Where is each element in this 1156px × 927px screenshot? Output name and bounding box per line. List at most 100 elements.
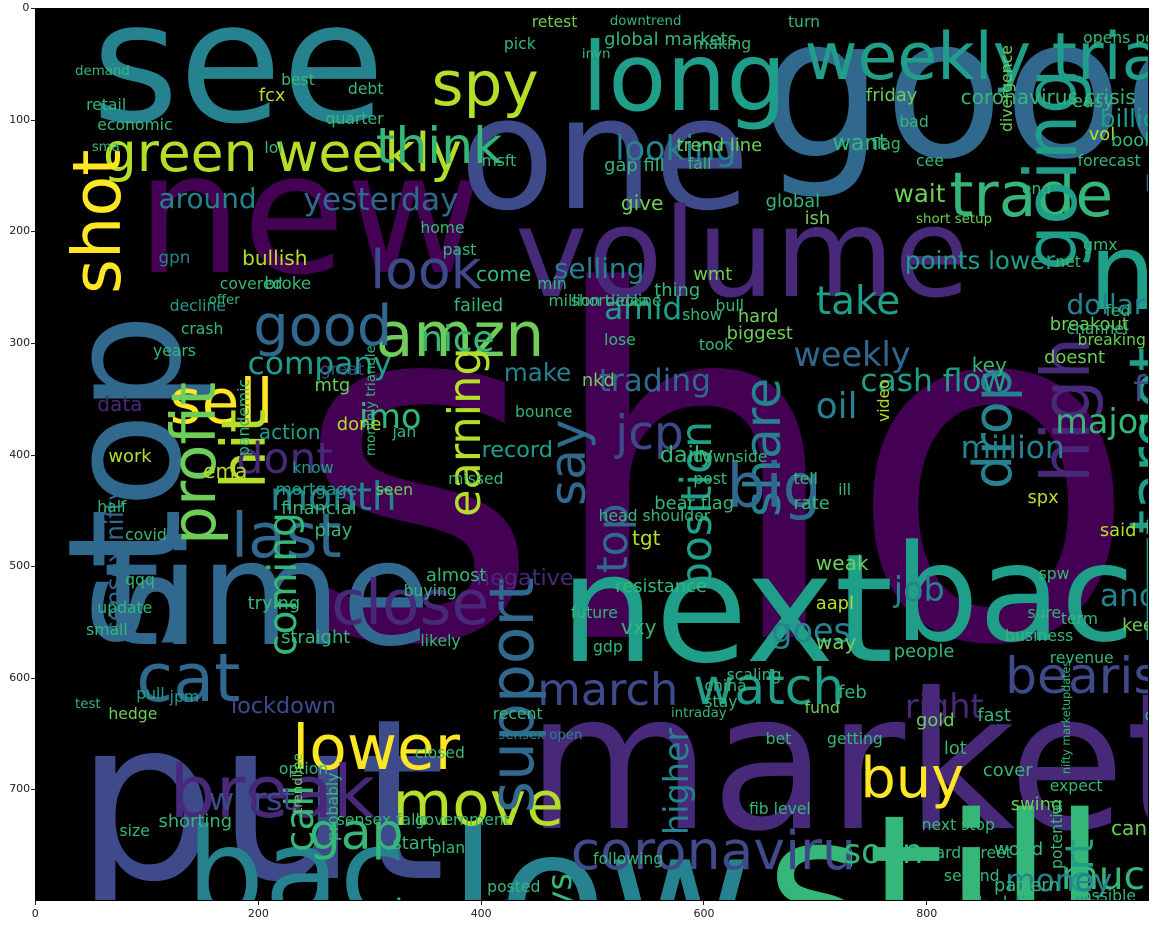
- word-close: close: [331, 567, 490, 639]
- word-play: play: [314, 520, 353, 542]
- y-tick-label: 100: [9, 112, 31, 126]
- word-short-setup: short setup: [916, 212, 993, 228]
- word-soon: soon: [843, 832, 924, 872]
- word-bearish: bearish: [1005, 645, 1148, 705]
- word-rate: rate: [793, 492, 830, 514]
- x-tick-mark: [480, 901, 482, 905]
- word-failed: failed: [453, 294, 504, 316]
- word-money: money: [1005, 863, 1113, 900]
- word-trend-line: trend line: [676, 135, 763, 157]
- word-monthly-triangle: monthly triangle: [363, 344, 379, 456]
- x-tick-label: 400: [470, 907, 492, 920]
- word-cee: cee: [916, 152, 944, 171]
- word-probably: probably: [323, 772, 342, 841]
- word-great: great: [320, 358, 365, 379]
- word-new: new: [136, 117, 483, 312]
- word-worst: worst: [208, 781, 295, 818]
- word-goes: goes: [771, 611, 851, 650]
- word-work: work: [108, 445, 152, 467]
- word-posted: posted: [487, 877, 541, 896]
- word-weekly: weekly: [793, 335, 911, 375]
- word-cat: cat: [136, 639, 241, 718]
- word-head-shoulder: head shoulder: [598, 507, 711, 526]
- word-intraday: intraday: [670, 705, 727, 721]
- word-big: big: [726, 450, 822, 522]
- y-tick-mark: [31, 231, 35, 233]
- y-tick-mark: [31, 342, 35, 344]
- word-retail: retail: [86, 96, 127, 115]
- word-action: action: [258, 420, 321, 444]
- word-business: business: [1005, 626, 1074, 645]
- word-amzn: amzn: [375, 299, 545, 371]
- word-stay: stay: [704, 693, 738, 712]
- word-lockdown: lockdown: [230, 693, 337, 720]
- word-million-decline: million decline: [548, 291, 662, 310]
- word-nkd: nkd: [581, 369, 615, 391]
- y-tick-mark: [31, 454, 35, 456]
- word-make: make: [503, 357, 572, 387]
- word-tell: tell: [793, 470, 818, 489]
- word-economic: economic: [97, 116, 173, 135]
- word-channel: channel: [1066, 319, 1129, 338]
- word-daily: daily: [659, 442, 714, 469]
- word-bull: bull: [715, 297, 745, 316]
- word-holding: holding: [977, 894, 1051, 900]
- word-weak: weak: [815, 550, 869, 575]
- word-fcx: fcx: [258, 85, 286, 107]
- word-march: march: [537, 663, 679, 716]
- word-move: move: [392, 768, 564, 840]
- word-years: years: [152, 341, 196, 360]
- word-jpm: jpm: [169, 687, 200, 706]
- word-quarter: quarter: [325, 109, 384, 128]
- word-huge: huge: [504, 898, 549, 900]
- word-coronavirus-crisis: coronavirus crisis: [960, 85, 1136, 110]
- word-gdp: gdp: [593, 637, 623, 656]
- word-bad: bad: [899, 113, 929, 132]
- word-negative: negative: [476, 565, 574, 592]
- word-update: update: [97, 598, 153, 617]
- word-jcp: jcp: [615, 405, 684, 461]
- word-keep: keep: [1122, 615, 1148, 637]
- word-candle: candle: [1111, 816, 1148, 841]
- word-show: show: [682, 306, 723, 325]
- word-bac: bac: [186, 801, 408, 901]
- word-size: size: [119, 821, 150, 840]
- word-financial: financial: [281, 498, 357, 520]
- word-expect: expect: [1049, 777, 1103, 796]
- word-amid: amid: [604, 290, 683, 327]
- word-short: short: [292, 192, 1148, 752]
- word-buying: buying: [403, 581, 457, 600]
- word-offer: offer: [208, 292, 240, 308]
- word-pick: pick: [503, 34, 536, 53]
- word-test: test: [74, 696, 101, 712]
- word-scaling: scaling: [726, 665, 782, 684]
- word-month: month: [269, 474, 397, 520]
- word-bullish: bullish: [242, 245, 308, 270]
- word-following: following: [593, 849, 664, 868]
- word-billion: billion: [1099, 104, 1148, 134]
- word-ema: ema: [203, 459, 248, 484]
- word-come: come: [476, 261, 532, 286]
- word-sure: sure: [1027, 604, 1062, 623]
- y-tick-mark: [31, 119, 35, 121]
- word-data: data: [97, 392, 143, 417]
- word-sensex-open: sensex open: [498, 727, 583, 743]
- word-know: know: [292, 459, 334, 478]
- word-seen: seen: [375, 481, 413, 500]
- word-nfx: nfx: [1089, 221, 1148, 327]
- word-cover: cover: [982, 760, 1033, 782]
- word-put: put: [74, 670, 446, 901]
- word-net: net: [1055, 252, 1081, 271]
- word-feb: feb: [838, 682, 867, 704]
- word-another: another: [1099, 577, 1148, 614]
- word-wait: wait: [893, 179, 946, 209]
- word-doesnt: doesnt: [1044, 347, 1106, 369]
- word-thing: thing: [654, 280, 701, 302]
- word-fall: fall: [687, 155, 712, 174]
- word-pandemic: pandemic: [234, 378, 253, 456]
- word-higher: higher: [656, 727, 696, 836]
- word-back: back: [893, 516, 1148, 673]
- word-breaking: breaking: [1077, 330, 1146, 349]
- word-covid: covid: [125, 526, 167, 545]
- word-pattern: pattern: [994, 875, 1060, 897]
